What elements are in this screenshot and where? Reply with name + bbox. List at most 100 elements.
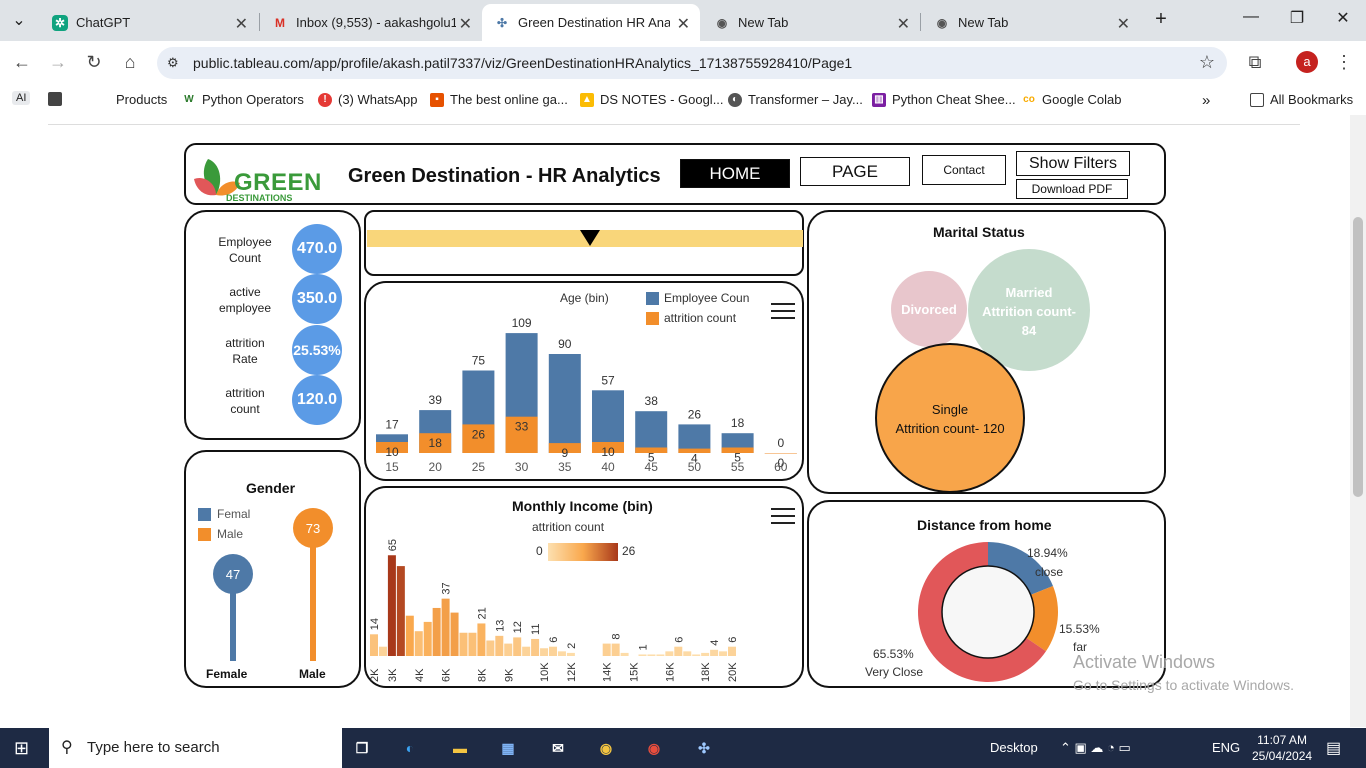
download-pdf-button[interactable]: Download PDF [1016, 179, 1128, 199]
female-lollipop-stick [230, 577, 236, 661]
married-label: Married [1005, 285, 1053, 300]
donut-slice-close [988, 542, 1053, 595]
profile-avatar[interactable]: a [1296, 51, 1318, 73]
more-bookmarks-chevron-icon[interactable]: » [1202, 92, 1211, 109]
legend-label-female: Femal [217, 507, 251, 521]
chrome-profile-taskbar-icon[interactable]: ◉ [647, 739, 661, 756]
attrition-count-label: 26 [472, 427, 486, 441]
bookmark-google-colab[interactable]: co Google Colab [1022, 92, 1122, 107]
age-tick-label: 45 [645, 460, 659, 474]
kpi-label: attrition count [225, 386, 265, 416]
taskbar-search-box[interactable]: ⚲ Type here to search [49, 728, 342, 768]
bookmark-whatsapp[interactable]: ! (3) WhatsApp [318, 92, 417, 107]
windows-start-icon[interactable]: ⊞ [14, 738, 30, 758]
reload-icon[interactable]: ↻ [86, 52, 102, 72]
income-bar-label: 14 [369, 618, 381, 630]
close-icon[interactable]: ✕ [1116, 16, 1130, 33]
very-close-label: Very Close [865, 665, 924, 679]
married-bubble: Married Attrition count- 84 [968, 249, 1090, 371]
task-view-icon[interactable]: ❐ [355, 739, 369, 756]
bookmark-star-icon[interactable]: ☆ [1198, 52, 1215, 72]
tab-chatgpt[interactable]: ✲ ChatGPT ✕ [40, 4, 258, 41]
income-tick-label: 14K [602, 662, 614, 682]
system-tray-icons[interactable]: ⌃ ▣ ☁ ◔ ▭ [1060, 740, 1131, 755]
home-icon[interactable]: ⌂ [124, 52, 136, 72]
bookmark-online-games[interactable]: ▪ The best online ga... [430, 92, 568, 107]
snipping-tool-icon[interactable]: ✣ [698, 739, 710, 756]
close-icon[interactable]: ✕ [234, 16, 248, 33]
close-icon[interactable]: ✕ [458, 16, 472, 33]
age-tick-label: 55 [731, 460, 745, 474]
scroll-thumb[interactable] [1353, 217, 1363, 497]
clock[interactable]: 11:07 AM 25/04/2024 [1252, 733, 1313, 763]
contact-button[interactable]: Contact [922, 155, 1006, 185]
bookmark-transformer[interactable]: ◐ Transformer – Jay... [728, 92, 863, 107]
notification-icon[interactable]: ▤ [1326, 740, 1342, 757]
attrition-count-label: 9 [561, 446, 568, 460]
income-bar [370, 634, 378, 656]
distance-donut-chart [918, 542, 1058, 682]
language-indicator[interactable]: ENG [1212, 740, 1241, 755]
show-filters-button[interactable]: Show Filters [1016, 151, 1130, 176]
tab-new-tab-1[interactable]: ◉ New Tab ✕ [702, 4, 920, 41]
tab-title: New Tab [738, 15, 789, 30]
activate-windows-watermark: Activate Windows [1073, 652, 1216, 672]
back-arrow-icon[interactable]: ← [13, 52, 31, 72]
close-icon[interactable]: ✕ [676, 16, 690, 33]
chrome-taskbar-icon[interactable]: ◉ [599, 739, 613, 756]
employee-count-label: 90 [558, 337, 572, 351]
active-employee-value: 350.0 [292, 274, 342, 324]
browser-toolbar: ← → ↻ ⌂ ⚙ public.tableau.com/app/profile… [0, 41, 1366, 85]
employee-count-bar [548, 354, 581, 453]
address-bar[interactable]: ⚙ public.tableau.com/app/profile/akash.p… [157, 47, 1227, 79]
bookmark-products[interactable]: Products [96, 92, 167, 107]
url-text[interactable]: public.tableau.com/app/profile/akash.pat… [193, 55, 853, 71]
app-square-icon[interactable] [48, 92, 68, 106]
home-button[interactable]: HOME [680, 159, 790, 188]
all-bookmarks-folder[interactable]: All Bookmarks [1250, 92, 1353, 107]
desktop-toolbar-label[interactable]: Desktop [990, 740, 1038, 755]
extensions-icon[interactable]: ⧉ [1248, 52, 1262, 72]
tab-search-chevron-icon[interactable]: ⌄ [12, 12, 26, 29]
store-icon[interactable]: ▦ [501, 739, 515, 756]
ai-chip[interactable]: AI [12, 91, 31, 105]
employee-count-value: 470.0 [292, 224, 342, 274]
mail-icon[interactable]: ✉ [552, 739, 564, 756]
bookmark-python-operators[interactable]: W Python Operators [182, 92, 304, 107]
site-info-icon[interactable]: ⚙ [167, 55, 179, 70]
chart-menu-icon[interactable] [771, 303, 795, 320]
restore-icon[interactable]: ❐ [1289, 10, 1305, 27]
attrition-count-label: 5 [648, 451, 655, 465]
bookmark-ds-notes[interactable]: ▲ DS NOTES - Googl... [580, 92, 724, 107]
age-chart-panel: Age (bin) Employee Coun attrition count … [364, 281, 804, 481]
page-button[interactable]: PAGE [800, 157, 910, 186]
income-bar [674, 646, 683, 656]
income-bar [692, 654, 701, 656]
donut-slice-very-close [918, 542, 1046, 682]
minimize-icon[interactable]: — [1243, 8, 1259, 25]
file-explorer-icon[interactable]: ▬ [453, 740, 467, 756]
page-scrollbar[interactable] [1350, 115, 1366, 727]
edge-icon[interactable]: ◐ [405, 740, 415, 756]
legend-label-male: Male [217, 527, 244, 541]
tab-new-tab-2[interactable]: ◉ New Tab ✕ [922, 4, 1140, 41]
bookmark-python-cheat-sheet[interactable]: ▥ Python Cheat Shee... [872, 92, 1016, 107]
income-bar [504, 643, 513, 656]
forward-arrow-icon[interactable]: → [49, 52, 67, 72]
new-tab-plus-icon[interactable]: + [1155, 8, 1167, 30]
income-bar [423, 621, 432, 656]
age-tick-label: 60 [774, 460, 788, 474]
attrition-rate-value: 25.53% [292, 325, 342, 375]
menu-kebab-icon[interactable]: ⋮ [1335, 52, 1353, 72]
close-icon[interactable]: ✕ [896, 16, 910, 33]
married-attrition-value: 84 [1021, 323, 1037, 338]
tab-gmail[interactable]: M Inbox (9,553) - aakashgolu1 ✕ [260, 4, 482, 41]
income-bar [513, 637, 522, 656]
income-tick-label: 6K [441, 668, 453, 682]
slider-handle-triangle-icon[interactable] [580, 230, 600, 248]
filter-slider-track[interactable] [367, 230, 803, 247]
close-window-icon[interactable]: ✕ [1336, 10, 1350, 27]
attrition-count-label: 0 [777, 456, 784, 470]
chart-menu-icon[interactable] [771, 508, 795, 525]
tab-green-destination[interactable]: ✣ Green Destination HR Analy ✕ [482, 4, 700, 41]
